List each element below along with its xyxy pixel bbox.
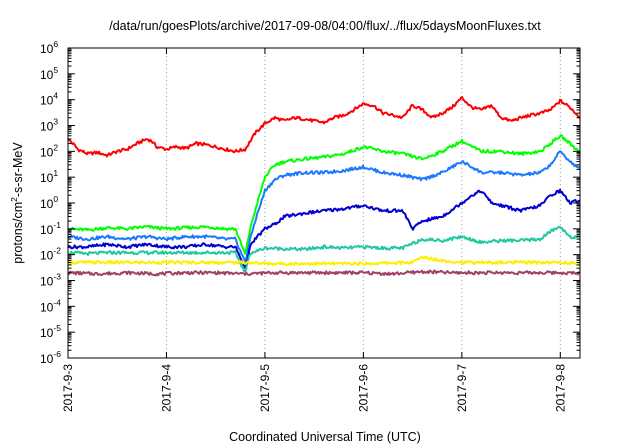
y-tick-label-10: 104 [40,91,58,108]
y-axis-label-part-1: protons/cm [11,202,25,264]
x-tick-label-5: 2017-9-8 [553,364,567,412]
x-tick-label-0: 2017-9-3 [61,364,75,412]
y-tick-label-5: 10-1 [40,220,61,237]
series-line-0 [67,96,581,158]
x-tick-label-4: 2017-9-7 [455,364,469,412]
y-tick-label-11: 105 [40,65,58,82]
y-tick-label-2: 10-4 [40,297,61,314]
y-tick-label-12: 106 [40,39,58,56]
series-layer [67,96,581,277]
y-axis-label-superscript: 2 [9,197,19,202]
y-tick-label-8: 102 [40,142,58,159]
series-line-5 [67,255,580,267]
y-tick-label-4: 10-2 [40,246,61,263]
y-tick-label-7: 101 [40,168,58,185]
y-tick-label-1: 10-5 [40,323,61,340]
y-tick-label-0: 10-6 [40,349,61,366]
plot-frame [67,47,581,359]
series-line-1 [67,134,581,255]
x-tick-label-2: 2017-9-5 [258,364,272,412]
tick-layer [67,47,580,359]
y-tick-label-3: 10-3 [40,272,61,289]
series-line-6 [67,269,581,277]
x-axis-label: Coordinated Universal Time (UTC) [229,430,421,444]
x-tick-label-1: 2017-9-4 [159,364,173,412]
chart-title: /data/run/goesPlots/archive/2017-09-08/0… [109,19,541,33]
series-line-3 [67,188,581,269]
y-axis-label-part-2: -s-sr-MeV [11,142,25,198]
series-line-4 [67,225,581,273]
y-tick-label-9: 103 [40,117,58,134]
grid-layer [165,48,561,358]
x-tick-label-3: 2017-9-6 [356,364,370,412]
y-tick-labels: 10-6 10-5 10-4 10-3 10-2 10-1 100 101 102 103 104 1… [40,39,61,366]
y-axis-label: protons/cm2-s-sr-MeV [9,142,25,264]
series-line-2 [67,150,581,263]
y-tick-label-6: 100 [40,194,58,211]
x-tick-labels: 2017-9-3 2017-9-4 2017-9-5 2017-9-6 2017-9-7… [61,364,567,412]
